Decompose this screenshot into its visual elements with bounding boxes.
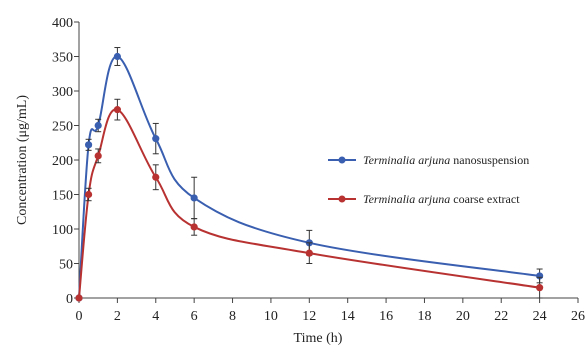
x-tick-label: 16 xyxy=(379,309,393,324)
y-tick-label: 100 xyxy=(52,223,73,238)
y-tick-label: 50 xyxy=(59,258,73,273)
series-layer xyxy=(75,47,544,302)
legend-marker-coarse-extract xyxy=(338,195,346,203)
x-tick-label: 12 xyxy=(302,309,316,324)
x-tick-label: 18 xyxy=(417,309,431,324)
y-tick-label: 0 xyxy=(66,292,73,307)
y-tick-label: 300 xyxy=(52,85,73,100)
legend-label-rest-nanosuspension: nanosuspension xyxy=(453,153,529,167)
data-point xyxy=(84,141,93,149)
y-tick-label: 350 xyxy=(52,51,73,66)
data-point xyxy=(152,173,160,181)
data-point xyxy=(190,223,198,231)
y-tick-label: 150 xyxy=(52,189,73,204)
data-point xyxy=(94,152,102,160)
data-point xyxy=(84,190,93,199)
y-tick-label: 200 xyxy=(52,154,73,169)
svg-text:Terminalia arjuna coarse extra: Terminalia arjuna coarse extract xyxy=(363,192,520,206)
x-tick-label: 0 xyxy=(76,309,83,324)
x-ticks: 0 2 4 6 8 10 12 14 16 18 20 22 24 26 xyxy=(76,298,585,324)
svg-text:Terminalia arjuna nanosuspensi: Terminalia arjuna nanosuspension xyxy=(363,153,529,167)
y-axis-title: Concentration (μg/mL) xyxy=(15,95,30,225)
legend: Terminalia arjuna nanosuspension Termina… xyxy=(328,153,529,206)
series-line-1 xyxy=(78,108,540,299)
x-tick-label: 20 xyxy=(456,309,470,324)
legend-label-rest-coarse-extract: coarse extract xyxy=(453,192,520,206)
x-tick-label: 4 xyxy=(152,309,159,324)
legend-entry-coarse-extract: Terminalia arjuna coarse extract xyxy=(328,192,520,206)
data-point xyxy=(305,249,313,257)
data-point xyxy=(113,52,121,61)
data-point xyxy=(94,121,102,130)
x-tick-label: 14 xyxy=(341,309,355,324)
x-tick-label: 10 xyxy=(264,309,278,324)
y-tick-label: 400 xyxy=(52,16,73,31)
data-point xyxy=(152,135,160,143)
legend-entry-nanosuspension: Terminalia arjuna nanosuspension xyxy=(328,153,529,167)
data-point xyxy=(113,106,121,114)
data-point xyxy=(536,284,544,292)
x-tick-label: 22 xyxy=(494,309,508,324)
data-point xyxy=(190,194,198,202)
x-tick-label: 2 xyxy=(114,309,121,324)
x-tick-label: 8 xyxy=(229,309,236,324)
data-point xyxy=(75,294,83,302)
x-tick-label: 26 xyxy=(571,309,585,324)
legend-label-italic-coarse-extract: Terminalia arjuna xyxy=(363,192,450,206)
y-ticks: 0 50 100 150 200 250 300 350 400 xyxy=(52,16,79,307)
legend-marker-nanosuspension xyxy=(338,156,346,164)
legend-label-italic-nanosuspension: Terminalia arjuna xyxy=(363,153,450,167)
x-tick-label: 24 xyxy=(533,309,547,324)
y-tick-label: 250 xyxy=(52,120,73,135)
x-tick-label: 6 xyxy=(191,309,198,324)
x-axis-title: Time (h) xyxy=(294,331,343,346)
